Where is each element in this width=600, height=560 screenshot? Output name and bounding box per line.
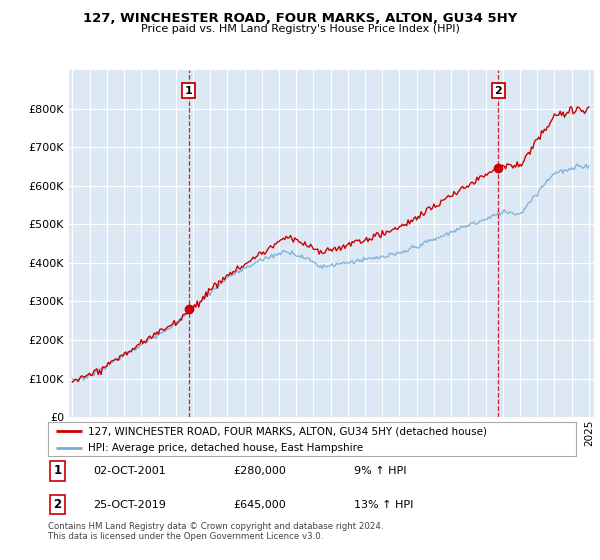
Text: 2: 2 [53,498,61,511]
Text: 1: 1 [53,464,61,477]
Text: 02-OCT-2001: 02-OCT-2001 [93,466,166,476]
Text: Contains HM Land Registry data © Crown copyright and database right 2024.
This d: Contains HM Land Registry data © Crown c… [48,522,383,542]
Text: 25-OCT-2019: 25-OCT-2019 [93,500,166,510]
Text: 2: 2 [494,86,502,96]
Text: 13% ↑ HPI: 13% ↑ HPI [354,500,413,510]
Text: 127, WINCHESTER ROAD, FOUR MARKS, ALTON, GU34 5HY: 127, WINCHESTER ROAD, FOUR MARKS, ALTON,… [83,12,517,25]
Text: £645,000: £645,000 [233,500,286,510]
Text: 1: 1 [185,86,193,96]
Text: £280,000: £280,000 [233,466,286,476]
Text: HPI: Average price, detached house, East Hampshire: HPI: Average price, detached house, East… [88,443,363,452]
Text: 9% ↑ HPI: 9% ↑ HPI [354,466,407,476]
Text: Price paid vs. HM Land Registry's House Price Index (HPI): Price paid vs. HM Land Registry's House … [140,24,460,34]
Text: 127, WINCHESTER ROAD, FOUR MARKS, ALTON, GU34 5HY (detached house): 127, WINCHESTER ROAD, FOUR MARKS, ALTON,… [88,426,487,436]
